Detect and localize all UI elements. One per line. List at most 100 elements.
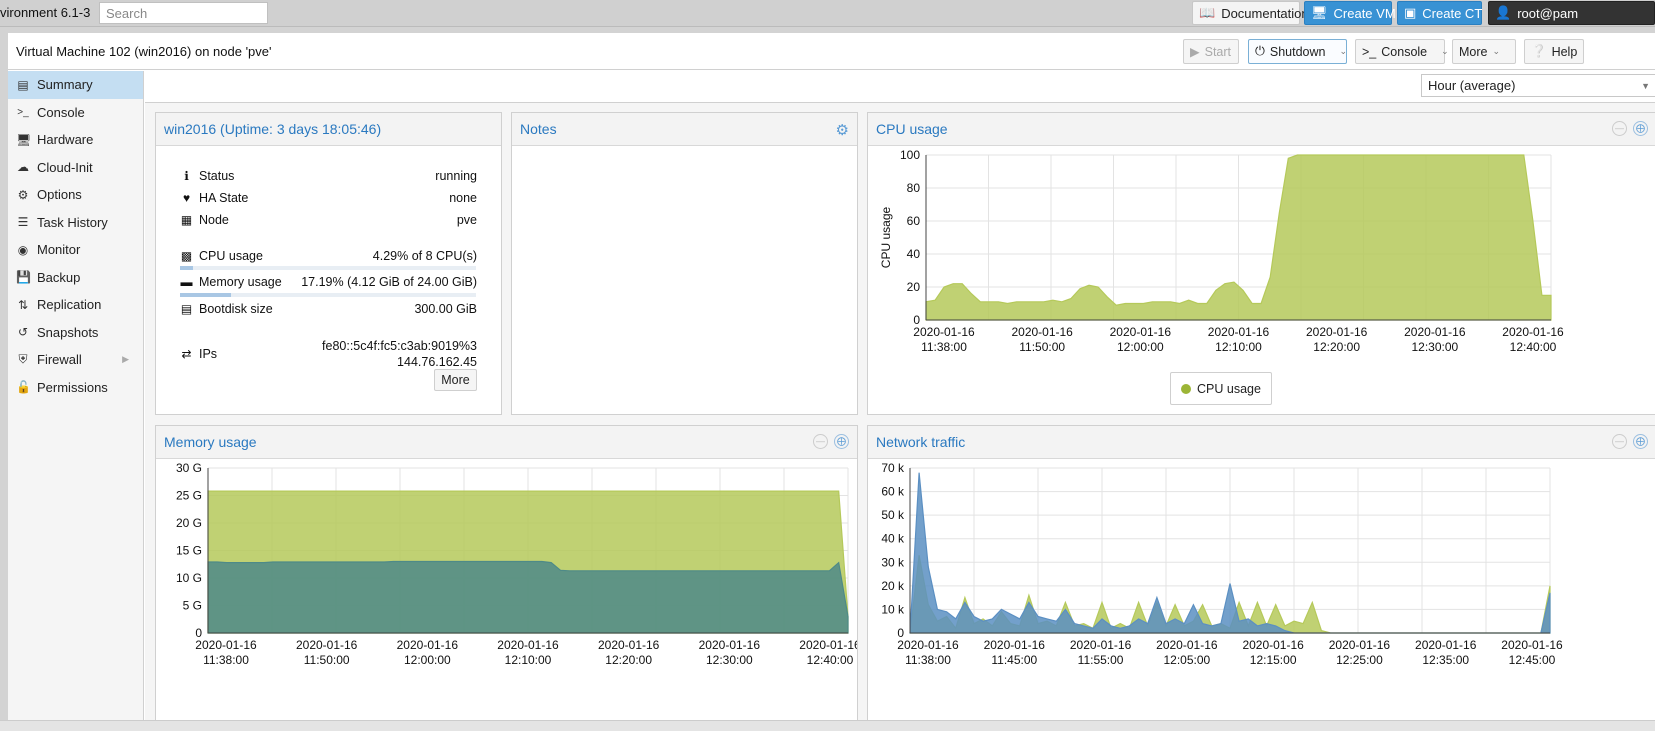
search-input[interactable] [99, 2, 268, 24]
terminal-icon: >_ [1362, 44, 1377, 59]
sidebar-item-cloud-init[interactable]: ☁ Cloud-Init [17, 159, 93, 175]
y-tick-label: 60 [907, 214, 921, 228]
cpu-usage-chart: 1008060402002020-01-1611:38:002020-01-16… [879, 148, 1564, 354]
cpu-legend[interactable]: CPU usage [1170, 372, 1272, 405]
user-menu-button[interactable]: 👤 root@pam [1488, 1, 1655, 25]
x-tick-label: 2020-01-16 [1502, 325, 1564, 339]
x-tick-label: 2020-01-16 [984, 638, 1046, 652]
x-tick-label: 11:45:00 [991, 653, 1037, 667]
sidebar-item-console[interactable]: >_ Console [17, 104, 85, 120]
product-version: vironment 6.1-3 [0, 5, 91, 20]
help-button[interactable]: ❔ Help [1524, 39, 1584, 64]
x-tick-label: 2020-01-16 [897, 638, 959, 652]
sidebar-item-backup[interactable]: 💾 Backup [16, 269, 81, 285]
y-tick-label: 40 k [881, 532, 905, 546]
vm-title: Virtual Machine 102 (win2016) on node 'p… [16, 44, 272, 59]
chevron-down-icon[interactable]: ⌄ [1441, 46, 1449, 56]
create-ct-button[interactable]: ▣ Create CT [1397, 1, 1482, 25]
x-tick-label: 11:38:00 [203, 653, 249, 667]
chevron-down-icon: ⌄ [1492, 46, 1501, 56]
sidebar-item-options[interactable]: ⚙ Options [17, 187, 82, 203]
y-tick-label: 0 [913, 313, 920, 327]
y-tick-label: 20 G [176, 516, 202, 530]
x-tick-label: 2020-01-16 [913, 325, 975, 339]
x-tick-label: 12:20:00 [1313, 340, 1360, 354]
shutdown-button[interactable]: ⏻ Shutdown ⌄ [1248, 39, 1347, 64]
info-icon: ℹ [184, 169, 189, 183]
sidebar-item-monitor[interactable]: ◉ Monitor [17, 242, 81, 258]
x-tick-label: 11:50:00 [1019, 340, 1065, 354]
more-ips-button[interactable]: More [434, 369, 477, 391]
create-vm-button[interactable]: 🖥 Create VM [1304, 1, 1396, 25]
y-tick-label: 20 k [881, 579, 905, 593]
timeframe-select[interactable]: Hour (average) ▼ [1421, 74, 1655, 97]
notes-panel-title: Notes ⚙ [512, 113, 857, 146]
vm-sidebar: ▤ Summary >_ Console 🖥 Hardware ☁ Cloud-… [8, 71, 144, 720]
ips-row: ⇄ IPs fe80::5c4f:fc5:c3ab:9019%3 144.76.1… [181, 339, 477, 369]
status-row: ℹ Status running [180, 169, 477, 183]
memory-panel-title: Memory usage — ⨁ [156, 426, 857, 459]
bottom-status-strip [0, 720, 1655, 731]
y-tick-label: 30 G [176, 461, 202, 475]
chevron-right-icon[interactable]: ▶ [122, 354, 129, 365]
sidebar-item-hardware[interactable]: 🖥 Hardware [16, 132, 94, 148]
sidebar-item-snapshots[interactable]: ↺ Snapshots [17, 324, 99, 340]
sidebar-item-task-history[interactable]: ☰ Task History [17, 214, 108, 230]
cpu-usage-panel: CPU usage — ⨁ 100 80 60 40 20 0 2020-01-16 11:38… [867, 112, 1655, 415]
memory-usage-bar-fill [180, 293, 231, 297]
x-tick-label: 12:30:00 [1411, 340, 1458, 354]
sidebar-item-firewall[interactable]: ⛨ Firewall ▶ [8, 346, 143, 374]
vm-header: Virtual Machine 102 (win2016) on node 'p… [8, 33, 1655, 70]
x-tick-label: 2020-01-16 [1070, 638, 1132, 652]
x-tick-label: 12:30:00 [706, 653, 753, 667]
console-button[interactable]: >_ Console ⌄ [1355, 39, 1449, 64]
y-tick-label: 20 [907, 280, 921, 294]
x-tick-label: 2020-01-16 [1242, 638, 1304, 652]
gear-icon[interactable]: ⚙ [835, 122, 849, 139]
sidebar-item-summary[interactable]: ▤ Summary [8, 71, 143, 99]
series-area-used [207, 560, 849, 634]
x-tick-label: 12:40:00 [1510, 340, 1557, 354]
list-icon: ☰ [17, 215, 29, 230]
x-tick-label: 11:55:00 [1078, 653, 1124, 667]
y-tick-label: 70 k [881, 461, 905, 475]
y-tick-label: 10 G [176, 571, 202, 585]
undo-zoom-icon[interactable]: — [1612, 434, 1627, 449]
content-toolbar: Hour (average) ▼ [145, 71, 1655, 103]
x-tick-label: 12:25:00 [1336, 653, 1383, 667]
status-panel-title: win2016 (Uptime: 3 days 18:05:46) [156, 113, 501, 146]
sidebar-item-permissions[interactable]: 🔓 Permissions [16, 379, 108, 395]
ip-address: fe80::5c4f:fc5:c3ab:9019%3 [322, 339, 477, 353]
floppy-icon: 💾 [16, 270, 31, 285]
crosshair-icon[interactable]: ⨁ [1633, 434, 1648, 449]
x-tick-label: 2020-01-16 [1110, 325, 1172, 339]
y-tick-label: 15 G [176, 544, 202, 558]
undo-zoom-icon[interactable]: — [813, 434, 828, 449]
x-tick-label: 2020-01-16 [1306, 325, 1368, 339]
gear-icon: ⚙ [17, 187, 29, 202]
x-tick-label: 2020-01-16 [799, 638, 857, 652]
y-tick-label: 100 [900, 148, 920, 162]
desktop-icon: 🖥 [16, 132, 32, 147]
cloud-icon: ☁ [17, 160, 29, 175]
y-tick-label: 30 k [881, 555, 905, 569]
crosshair-icon[interactable]: ⨁ [1633, 121, 1648, 136]
x-tick-label: 2020-01-16 [699, 638, 761, 652]
crosshair-icon[interactable]: ⨁ [834, 434, 849, 449]
sidebar-item-replication[interactable]: ⇅ Replication [17, 297, 102, 313]
notes-panel: Notes ⚙ [511, 112, 858, 415]
legend-dot [1181, 383, 1191, 394]
x-tick-label: 12:35:00 [1422, 653, 1469, 667]
y-tick-label: 60 k [881, 485, 905, 499]
start-button[interactable]: ▶ Start [1183, 39, 1239, 64]
y-tick-label: 50 k [881, 508, 905, 522]
cube-icon: ▣ [1404, 5, 1417, 20]
chevron-down-icon[interactable]: ⌄ [1339, 46, 1348, 56]
undo-zoom-icon[interactable]: — [1612, 121, 1627, 136]
x-tick-label: 11:50:00 [304, 653, 350, 667]
x-tick-label: 12:15:00 [1250, 653, 1297, 667]
more-button[interactable]: More ⌄ [1452, 39, 1516, 64]
x-tick-label: 11:38:00 [905, 653, 951, 667]
y-tick-label: 80 [907, 181, 921, 195]
documentation-button[interactable]: 📖 Documentation [1192, 1, 1309, 25]
